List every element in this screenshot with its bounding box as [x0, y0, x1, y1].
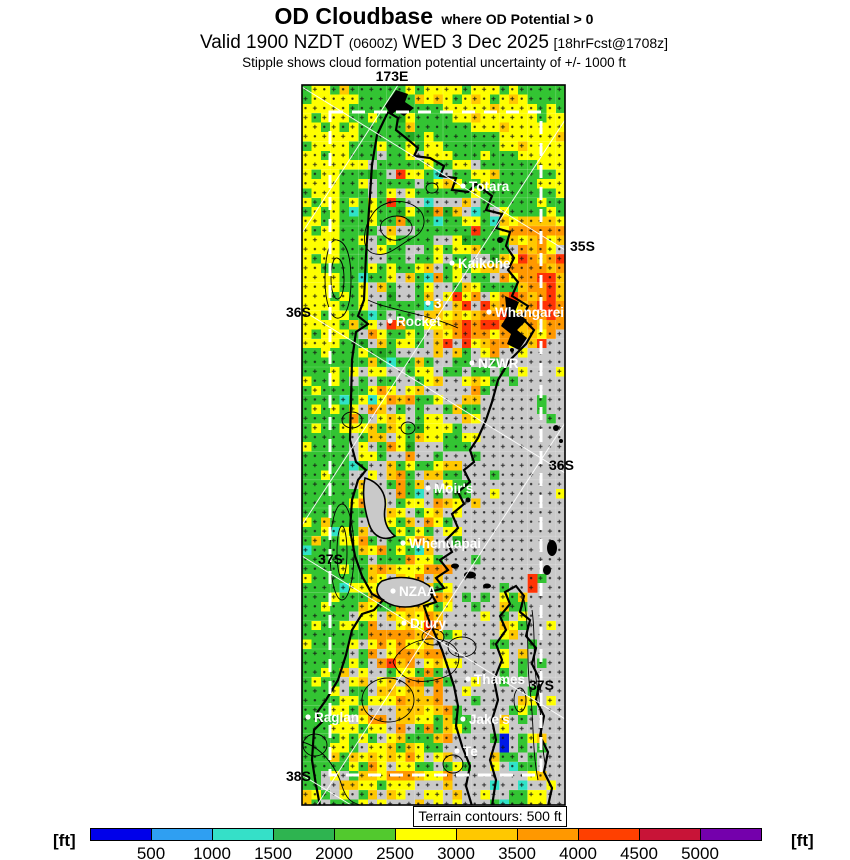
- place-dot: [454, 748, 460, 754]
- subtitle-stipple-note: Stipple shows cloud formation potential …: [242, 54, 626, 70]
- place-dot: [387, 318, 393, 324]
- graticule-layer: [302, 85, 565, 805]
- lat-lon-label: 36S: [549, 457, 574, 473]
- place-label: Totara: [469, 179, 510, 194]
- lat-lon-label: 35S: [570, 238, 595, 254]
- colorbar-unit-left: [ft]: [53, 831, 76, 850]
- west-coast: [310, 111, 389, 805]
- place-label: Rocket: [396, 314, 442, 329]
- place-dot: [400, 540, 406, 546]
- colorbar-tick-label: 5000: [681, 844, 719, 860]
- place-dot: [425, 485, 431, 491]
- place-dot: [465, 676, 471, 682]
- colorbar-segment: [640, 828, 701, 841]
- place-dot: [469, 360, 475, 366]
- colorbar-segment: [579, 828, 640, 841]
- place-dot: [486, 309, 492, 315]
- colorbar-segment: [335, 828, 396, 841]
- place-dot: [449, 260, 455, 266]
- terrain-contour-note: Terrain contours: 500 ft: [413, 806, 567, 827]
- place-dot: [425, 300, 431, 306]
- map-border: [301, 84, 566, 806]
- place-label: Drury: [410, 616, 447, 631]
- kaipara-harbour: [362, 476, 397, 540]
- colorbar-segment: [213, 828, 274, 841]
- title-block: OD Cloudbase where OD Potential > 0 Vali…: [18, 2, 850, 71]
- map-canvas: Totara Kaikohe 3 Whangarei Rocket NZWR Moir's W…: [286, 68, 595, 806]
- place-dot: [401, 620, 407, 626]
- chart-title-qualifier: where OD Potential > 0: [441, 11, 594, 27]
- place-dot: [390, 588, 396, 594]
- colorbar-segment: [396, 828, 457, 841]
- colorbar-tick-label: 3000: [437, 844, 475, 860]
- colorbar-tick-label: 2500: [376, 844, 414, 860]
- place-label: Raglan: [314, 710, 359, 725]
- chart-title: OD Cloudbase: [274, 3, 433, 29]
- place-dot: [460, 716, 466, 722]
- colorbar-tick-label: 4500: [620, 844, 658, 860]
- lat-lon-label: 37S: [318, 551, 343, 567]
- colorbar-segment: [701, 828, 762, 841]
- place-label: 3: [434, 296, 442, 311]
- place-label: Whangarei: [495, 305, 564, 320]
- whangarei-heads: [501, 296, 527, 350]
- title-line-1: OD Cloudbase where OD Potential > 0: [18, 2, 850, 31]
- valid-zulu: (0600Z): [348, 34, 398, 51]
- lat-lon-label: 36S: [286, 304, 311, 320]
- domain-dashed-boundary: [328, 110, 543, 777]
- graticule-line: [302, 119, 565, 526]
- grid-labels-layer: 173E 35S 36S 36S 37S 37S 38S: [286, 68, 595, 784]
- colorbar-segment: [518, 828, 579, 841]
- valid-time: Valid 1900 NZDT: [199, 31, 345, 53]
- place-label: Whenuapai: [409, 536, 481, 551]
- place-label: NZWR: [478, 356, 519, 371]
- colorbar-tick-label: 4000: [559, 844, 597, 860]
- cape-island: [385, 90, 414, 116]
- place-label: Jake's: [469, 712, 510, 727]
- lat-lon-label: 173E: [376, 68, 409, 84]
- colorbar-tick-label: 1500: [254, 844, 292, 860]
- graticule-line: [302, 86, 565, 251]
- coastline-layer: [310, 90, 563, 805]
- manukau-harbour: [376, 576, 434, 608]
- lat-lon-label: 37S: [529, 677, 554, 693]
- graticule-line: [302, 309, 565, 474]
- stipple-layer: [302, 85, 565, 805]
- lat-lon-label: 38S: [286, 768, 311, 784]
- place-label: NZAA: [399, 584, 437, 599]
- east-coast: [387, 111, 536, 805]
- forecast-ref: [18hrFcst@1708z]: [553, 34, 669, 51]
- place-label: Thames: [474, 672, 525, 687]
- graticule-line: [316, 422, 565, 805]
- colorbar: [90, 828, 762, 841]
- colorbar-unit-right: [ft]: [791, 831, 814, 850]
- colorbar-segment: [152, 828, 213, 841]
- place-label: Moir's: [434, 481, 473, 496]
- colorbar-tick-label: 1000: [193, 844, 231, 860]
- place-dot: [460, 183, 466, 189]
- colorbar-segment: [274, 828, 335, 841]
- colorbar-segment: [90, 828, 152, 841]
- place-dot: [305, 714, 311, 720]
- graticule-line: [302, 85, 399, 234]
- place-labels-layer: Totara Kaikohe 3 Whangarei Rocket NZWR Moir's W…: [305, 179, 564, 759]
- colorbar-segment: [457, 828, 518, 841]
- title-line-2: Valid 1900 NZDT (0600Z) WED 3 Dec 2025 […: [18, 31, 850, 55]
- graticule-line: [302, 555, 565, 720]
- valid-date: WED 3 Dec 2025: [402, 31, 549, 53]
- colorbar-tick-label: 2000: [315, 844, 353, 860]
- colorbar-tick-label: 500: [136, 844, 166, 860]
- place-label: Te: [463, 744, 478, 759]
- place-label: Kaikohe: [458, 256, 511, 271]
- colorbar-tick-label: 3500: [498, 844, 536, 860]
